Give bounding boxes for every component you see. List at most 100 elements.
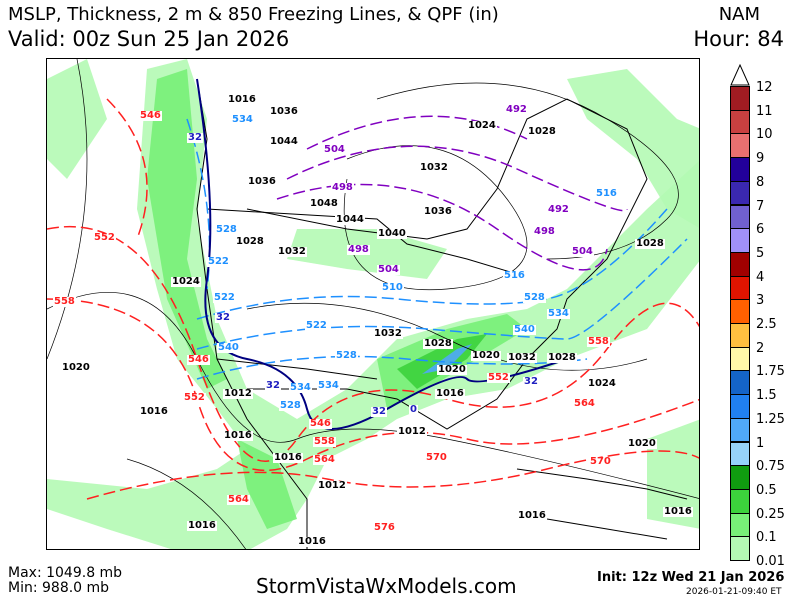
colorbar-label: 3 [756,293,765,309]
generated-timestamp: 2026-01-21-09:40 ET [686,587,782,597]
forecast-map: 1016 1036 1044 1036 1048 1044 1032 1036 … [46,58,700,550]
thickness-label: 534 [231,114,254,125]
model-name: NAM [718,4,760,25]
colorbar-bin [730,109,750,135]
colorbar-bin [730,133,750,159]
thickness-label: 564 [227,494,250,505]
thickness-label: 528 [215,224,238,235]
isobar-label: 1036 [247,176,277,187]
isobar-label: 1016 [297,536,327,547]
freezing-line-label: 32 [187,132,203,143]
isobar-label: 1028 [635,238,665,249]
thickness-label: 504 [377,264,400,275]
colorbar-bin [730,299,750,324]
thickness-label: 498 [347,244,370,255]
thickness-label: 540 [513,324,536,335]
site-name: StormVistaWxModels.com [256,574,517,598]
colorbar-bin [730,536,750,561]
thickness-label: 534 [289,382,312,393]
thickness-label: 492 [505,104,528,115]
thickness-label: 570 [425,452,448,463]
colorbar-label: 0.1 [756,530,777,546]
isobar-label: 1016 [663,506,693,517]
isobar-label: 1024 [467,120,497,131]
thickness-label: 522 [207,256,230,267]
colorbar-label: 11 [756,103,773,119]
thickness-label: 576 [373,522,396,533]
thickness-label: 552 [183,392,206,403]
thickness-label: 534 [317,380,340,391]
thickness-label: 492 [547,204,570,215]
colorbar-bin [730,180,750,206]
thickness-label: 528 [335,350,358,361]
thickness-label: 522 [305,320,328,331]
isobar-label: 1028 [547,352,577,363]
thickness-label: 552 [93,232,116,243]
isobar-label: 1012 [317,480,347,491]
thickness-label: 552 [487,372,510,383]
colorbar-label: 0.25 [756,506,785,522]
colorbar-bin [730,394,750,419]
thickness-label: 522 [213,292,236,303]
thickness-label: 564 [573,398,596,409]
thickness-label: 528 [523,292,546,303]
isobar-label: 1048 [309,198,339,209]
thickness-label: 540 [217,342,240,353]
init-time: Init: 12z Wed 21 Jan 2026 [597,570,785,585]
colorbar-label: 2 [756,340,765,356]
isobar-label: 1020 [627,438,657,449]
colorbar-bin [730,228,750,253]
isobar-label: 1020 [61,362,91,373]
thickness-label: 546 [139,110,162,121]
isobar-label: 1020 [437,364,467,375]
colorbar-label: 12 [756,80,773,95]
thickness-label: 546 [309,418,332,429]
colorbar-label: 0.01 [756,554,785,569]
thickness-label: 534 [547,308,570,319]
max-pressure: Max: 1049.8 mb [8,565,123,581]
isobar-label: 1016 [435,388,465,399]
colorbar-bin [730,370,750,396]
isobar-label: 1016 [223,430,253,441]
valid-time: Valid: 00z Sun 25 Jan 2026 [8,27,290,51]
colorbar-label: 5 [756,245,765,261]
colorbar-bin [730,204,750,230]
isobar-label: 1032 [373,328,403,339]
colorbar-label: 6 [756,222,765,238]
isobars [47,59,699,549]
colorbar-bin [730,346,750,372]
colorbar-bin [730,441,750,467]
freezing-line-label: 0 [409,404,418,415]
colorbar-bin [730,512,750,538]
isobar-label: 1024 [171,276,201,287]
colorbar-label: 1.75 [756,364,785,380]
qpf-shading [47,59,699,549]
colorbar-label: 2.5 [756,317,777,332]
isobar-label: 1036 [423,206,453,217]
thickness-label: 564 [313,454,336,465]
isobar-label: 1044 [335,214,365,225]
pressure-extremes: Max: 1049.8 mb Min: 988.0 mb [8,566,122,596]
isobar-label: 1012 [223,388,253,399]
colorbar-bin [730,275,750,301]
isobar-label: 1044 [269,136,299,147]
isobar-label: 1016 [139,406,169,417]
thickness-label: 570 [589,456,612,467]
colorbar-label: 0.75 [756,459,785,475]
map-title: MSLP, Thickness, 2 m & 850 Freezing Line… [8,4,499,25]
colorbar-label: 10 [756,127,773,143]
freezing-line-label: 32 [215,312,231,323]
colorbar-bin [730,323,750,348]
min-pressure: Min: 988.0 mb [8,580,110,596]
colorbar-label: 0.5 [756,482,777,498]
thickness-label: 558 [53,296,76,307]
thickness-label: 558 [313,436,336,447]
isobar-label: 1012 [397,426,427,437]
map-graphics [47,59,699,549]
isobar-label: 1040 [377,228,407,239]
forecast-hour: Hour: 84 [693,27,784,51]
freezing-line-label: 32 [371,406,387,417]
thickness-lines-red [47,98,699,500]
thickness-label: 498 [331,182,354,193]
colorbar-label: 9 [756,151,765,167]
